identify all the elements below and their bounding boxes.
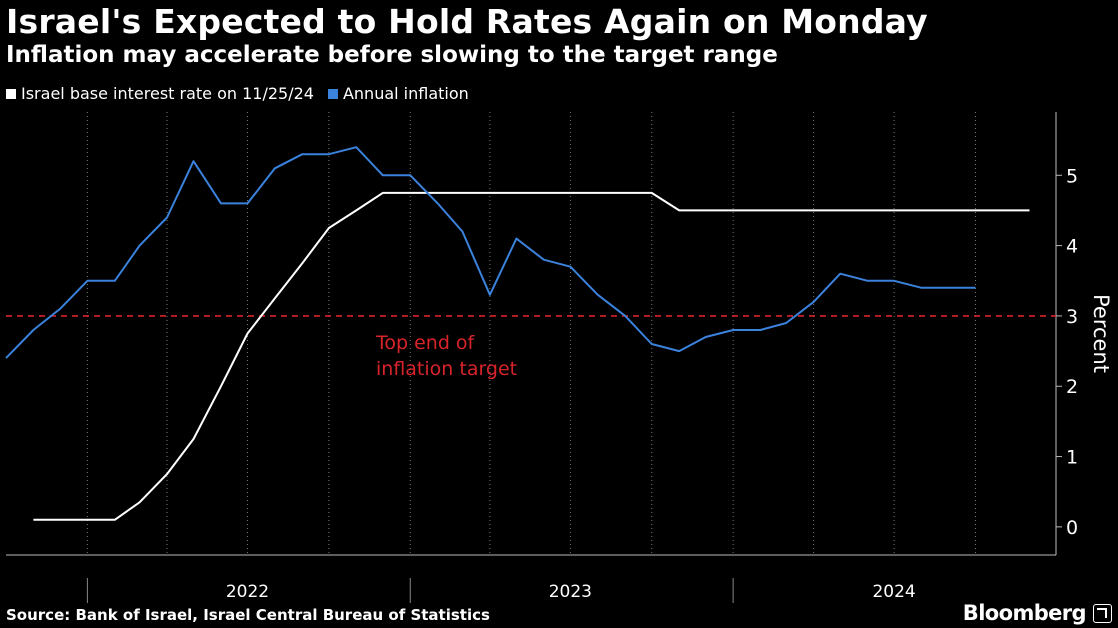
inflation-line bbox=[5, 146, 976, 359]
legend-label-rate: Israel base interest rate on 11/25/24 bbox=[21, 84, 314, 103]
y-tick-label: 2 bbox=[1066, 376, 1078, 398]
y-tick-label: 4 bbox=[1066, 236, 1078, 258]
chart-title: Israel's Expected to Hold Rates Again on… bbox=[6, 2, 928, 41]
interest-rate-line bbox=[33, 191, 1030, 521]
brand-logo: Bloomberg bbox=[962, 601, 1087, 625]
series-layer bbox=[5, 146, 1030, 521]
bloomberg-external-icon bbox=[1093, 604, 1112, 623]
x-year-label: 2024 bbox=[872, 582, 915, 602]
y-tick-label: 1 bbox=[1066, 447, 1078, 469]
rate-swatch-icon bbox=[6, 88, 16, 99]
legend-label-inflation: Annual inflation bbox=[342, 84, 469, 103]
x-year-label: 2022 bbox=[226, 582, 269, 602]
axes: 0 1 2 3 4 5 Percent 2022 2023 2024 bbox=[6, 112, 1113, 603]
target-label-line1: Top end of bbox=[375, 332, 476, 354]
y-axis-title: Percent bbox=[1089, 294, 1113, 373]
source-note: Source: Bank of Israel, Israel Central B… bbox=[6, 606, 490, 624]
y-tick-label: 3 bbox=[1066, 306, 1078, 328]
x-year-label: 2023 bbox=[549, 582, 592, 602]
chart-subtitle: Inflation may accelerate before slowing … bbox=[6, 42, 778, 68]
legend: Israel base interest rate on 11/25/24 An… bbox=[6, 84, 483, 103]
inflation-swatch-icon bbox=[327, 88, 338, 99]
legend-item-rate: Israel base interest rate on 11/25/24 bbox=[6, 84, 314, 103]
target-reference: Top end of inflation target bbox=[6, 315, 1056, 380]
y-tick-label: 0 bbox=[1066, 517, 1078, 539]
target-label-line2: inflation target bbox=[376, 358, 517, 380]
y-tick-label: 5 bbox=[1066, 165, 1078, 187]
legend-item-inflation: Annual inflation bbox=[327, 84, 469, 103]
gridlines bbox=[86, 112, 977, 555]
